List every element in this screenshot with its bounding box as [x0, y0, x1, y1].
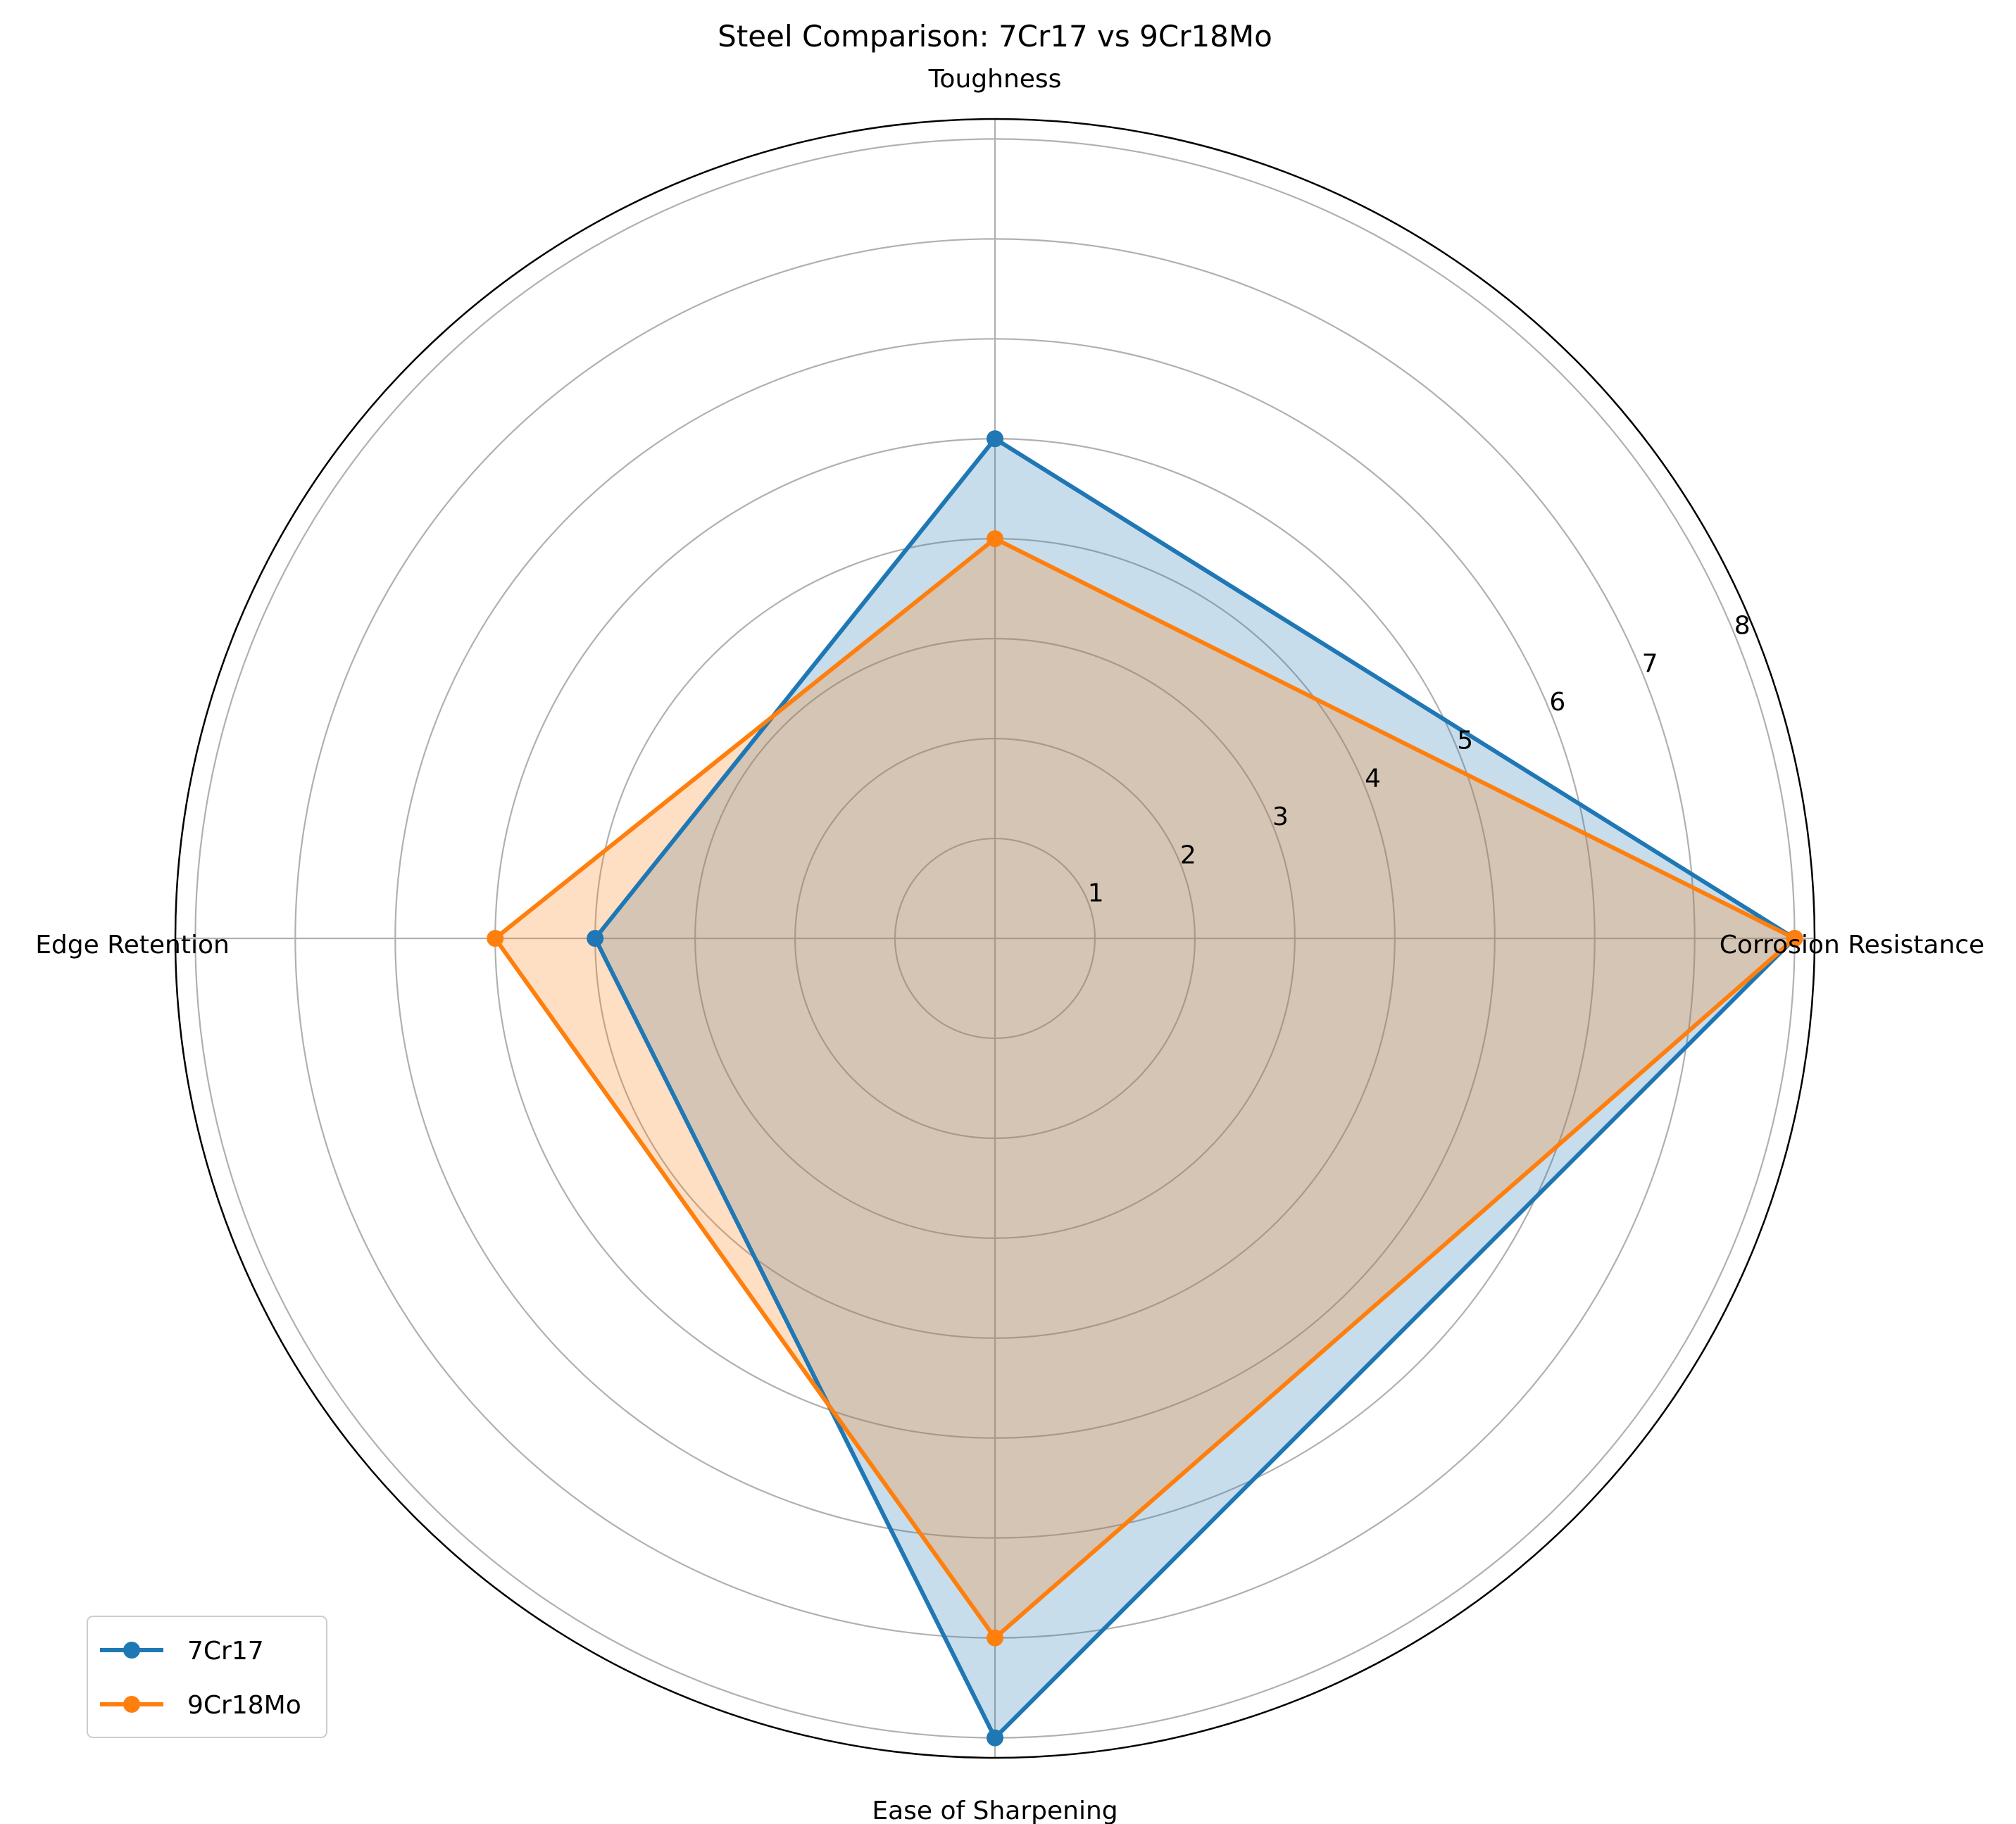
polar-frame — [174, 118, 1816, 1759]
axis-label-ease-of-sharpening: Ease of Sharpening — [872, 1797, 1117, 1824]
polar-spine — [174, 118, 1816, 1759]
series-lines — [487, 430, 1803, 1747]
r-tick-labels: 1 2 3 4 5 6 7 8 — [1088, 611, 1751, 907]
series-area-7cr17 — [595, 439, 1795, 1738]
r-tick-label-2: 2 — [1180, 841, 1196, 869]
point-7cr17-2 — [987, 430, 1003, 448]
r-tick-label-1: 1 — [1088, 879, 1104, 908]
r-tick-label-8: 8 — [1734, 611, 1751, 640]
point-7cr17-3 — [587, 930, 604, 947]
point-9cr18mo-4 — [987, 1629, 1003, 1647]
r-tick-label-6: 6 — [1549, 688, 1565, 717]
axis-label-toughness: Toughness — [928, 65, 1062, 94]
r-tick-label-4: 4 — [1365, 765, 1381, 793]
series-fills — [495, 439, 1795, 1738]
chart-title: Steel Comparison: 7Cr17 vs 9Cr18Mo — [718, 19, 1272, 54]
legend-marker-7cr17 — [123, 1642, 140, 1659]
point-9cr18mo-3 — [487, 930, 504, 947]
r-tick-label-5: 5 — [1457, 726, 1473, 755]
legend-label-7cr17: 7Cr17 — [187, 1637, 264, 1666]
legend-label-9cr18mo: 9Cr18Mo — [187, 1691, 301, 1720]
legend: 7Cr17 9Cr18Mo — [87, 1616, 327, 1738]
axis-label-edge-retention: Edge Retention — [35, 931, 230, 960]
r-tick-label-7: 7 — [1642, 650, 1658, 679]
legend-marker-9cr18mo — [123, 1696, 140, 1713]
series-area-9cr18mo — [495, 539, 1795, 1638]
point-9cr18mo-2 — [987, 530, 1003, 548]
point-7cr17-4 — [987, 1729, 1003, 1747]
point-9cr18mo-1 — [1786, 930, 1803, 947]
axis-label-corrosion-resistance: Corrosion Resistance — [1720, 931, 1984, 960]
r-tick-label-3: 3 — [1272, 803, 1289, 831]
legend-box — [87, 1616, 327, 1738]
